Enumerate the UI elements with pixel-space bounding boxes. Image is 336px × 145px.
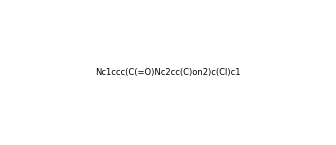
Text: Nc1ccc(C(=O)Nc2cc(C)on2)c(Cl)c1: Nc1ccc(C(=O)Nc2cc(C)on2)c(Cl)c1	[95, 68, 241, 77]
